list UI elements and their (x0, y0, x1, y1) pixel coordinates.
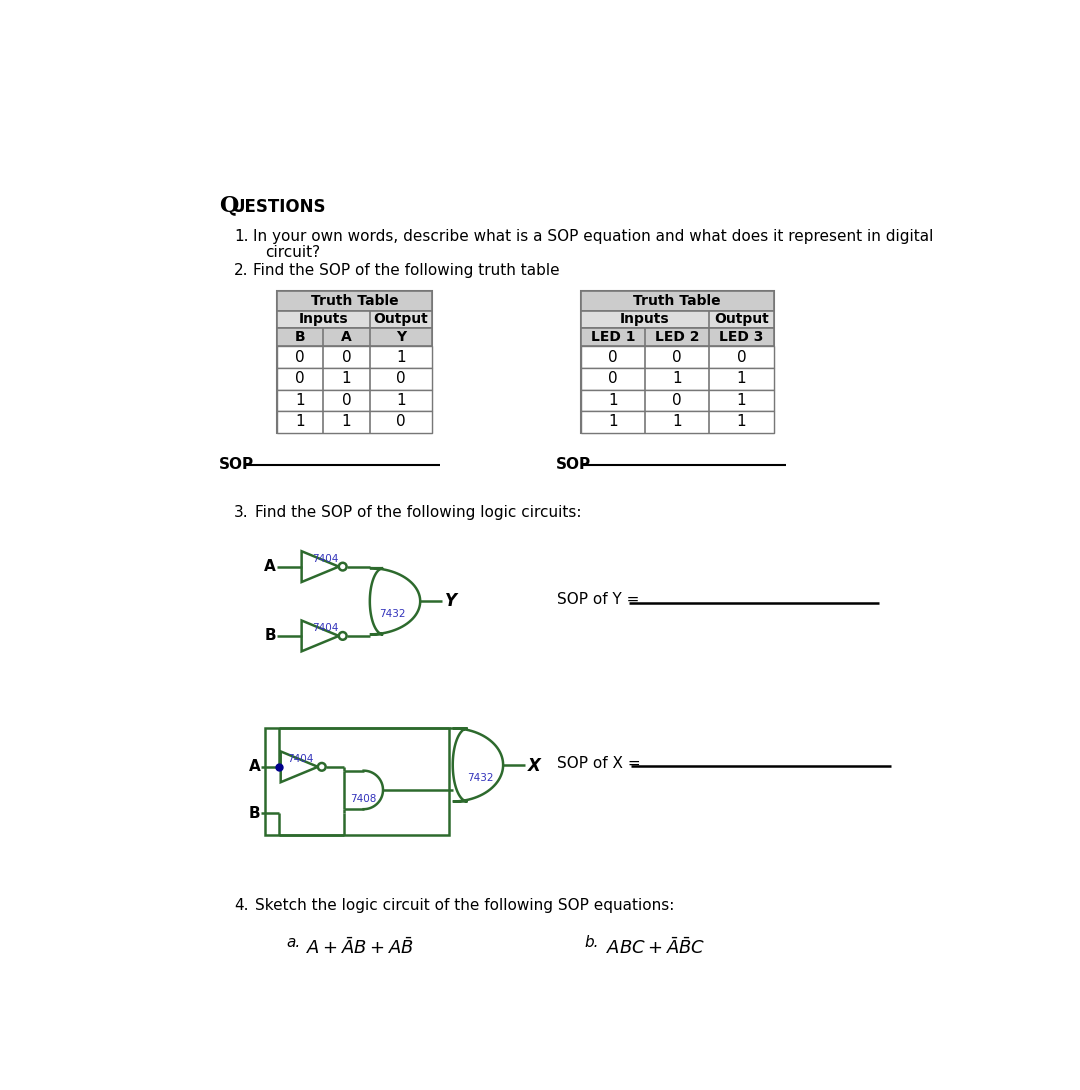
Text: 0: 0 (672, 350, 681, 365)
Bar (581, 291, 773, 433)
Bar (581, 291, 773, 311)
Bar (581, 328, 773, 347)
Text: $\mathit{A}+\bar{\mathit{A}}\mathit{B}+\mathit{A}\bar{\mathit{B}}$: $\mathit{A}+\bar{\mathit{A}}\mathit{B}+\… (306, 937, 414, 958)
Text: A: A (341, 330, 352, 344)
Text: B: B (248, 806, 260, 821)
Text: 0: 0 (295, 372, 305, 386)
Text: 7404: 7404 (312, 622, 338, 633)
Text: 0: 0 (672, 392, 681, 408)
Text: 0: 0 (737, 350, 746, 365)
Text: In your own words, describe what is a SOP equation and what does it represent in: In your own words, describe what is a SO… (253, 229, 933, 244)
Text: LED 1: LED 1 (591, 330, 635, 344)
Text: 7432: 7432 (379, 609, 406, 619)
Text: 1: 1 (295, 414, 305, 429)
Text: 7404: 7404 (312, 554, 338, 564)
Text: Output: Output (714, 313, 769, 326)
Text: Inputs: Inputs (298, 313, 348, 326)
Text: 1: 1 (737, 414, 746, 429)
Text: 7432: 7432 (467, 773, 494, 783)
Bar (276, 389, 432, 411)
Text: a.: a. (286, 935, 300, 949)
Text: SOP of Y =: SOP of Y = (557, 592, 645, 607)
Text: circuit?: circuit? (266, 245, 321, 259)
Text: 1: 1 (608, 392, 618, 408)
Text: 1: 1 (672, 414, 681, 429)
Text: B: B (265, 629, 276, 643)
Bar (581, 411, 773, 433)
Text: 0: 0 (608, 350, 618, 365)
Bar (581, 311, 773, 328)
Text: 0: 0 (396, 372, 406, 386)
Bar (276, 368, 432, 389)
Text: UESTIONS: UESTIONS (231, 197, 325, 216)
Bar (276, 291, 432, 433)
Text: 1: 1 (737, 372, 746, 386)
Text: Find the SOP of the following logic circuits:: Find the SOP of the following logic circ… (255, 505, 582, 520)
Text: 0: 0 (608, 372, 618, 386)
Text: 1: 1 (608, 414, 618, 429)
Bar (581, 368, 773, 389)
Text: 1: 1 (396, 392, 406, 408)
Text: A: A (248, 760, 260, 774)
Text: 7404: 7404 (287, 754, 313, 764)
Bar (276, 328, 432, 347)
Text: 7408: 7408 (350, 794, 377, 803)
Bar (266, 728, 449, 835)
Text: Truth Table: Truth Table (311, 294, 399, 308)
Bar (276, 411, 432, 433)
Text: Sketch the logic circuit of the following SOP equations:: Sketch the logic circuit of the followin… (255, 898, 675, 912)
Text: Find the SOP of the following truth table: Find the SOP of the following truth tabl… (253, 264, 559, 278)
Text: Truth Table: Truth Table (633, 294, 721, 308)
Bar (276, 347, 432, 368)
Text: Y: Y (445, 592, 457, 610)
Text: B: B (295, 330, 306, 344)
Text: 1: 1 (672, 372, 681, 386)
Text: X: X (528, 758, 541, 775)
Text: 0: 0 (341, 392, 351, 408)
Text: 1: 1 (396, 350, 406, 365)
Text: $\mathit{ABC}+\bar{\mathit{A}}\bar{\mathit{B}}\mathit{C}$: $\mathit{ABC}+\bar{\mathit{A}}\bar{\math… (606, 937, 705, 958)
Text: 1.: 1. (234, 229, 248, 244)
Text: Y: Y (395, 330, 406, 344)
Bar (276, 311, 432, 328)
Text: SOP: SOP (556, 458, 591, 472)
Text: Q: Q (218, 194, 238, 216)
Text: 0: 0 (295, 350, 305, 365)
Text: 1: 1 (295, 392, 305, 408)
Text: 1: 1 (737, 392, 746, 408)
Text: Inputs: Inputs (620, 313, 670, 326)
Bar (581, 389, 773, 411)
Text: 1: 1 (341, 372, 351, 386)
Text: Output: Output (374, 313, 428, 326)
Bar (276, 291, 432, 311)
Text: b.: b. (584, 935, 599, 949)
Text: SOP of X =: SOP of X = (557, 755, 646, 771)
Text: 0: 0 (341, 350, 351, 365)
Bar (581, 347, 773, 368)
Text: LED 3: LED 3 (719, 330, 764, 344)
Text: 2.: 2. (234, 264, 248, 278)
Text: LED 2: LED 2 (654, 330, 700, 344)
Text: 0: 0 (396, 414, 406, 429)
Text: 3.: 3. (234, 505, 248, 520)
Text: 1: 1 (341, 414, 351, 429)
Text: A: A (265, 559, 276, 574)
Text: 4.: 4. (234, 898, 248, 912)
Text: SOP: SOP (218, 458, 254, 472)
